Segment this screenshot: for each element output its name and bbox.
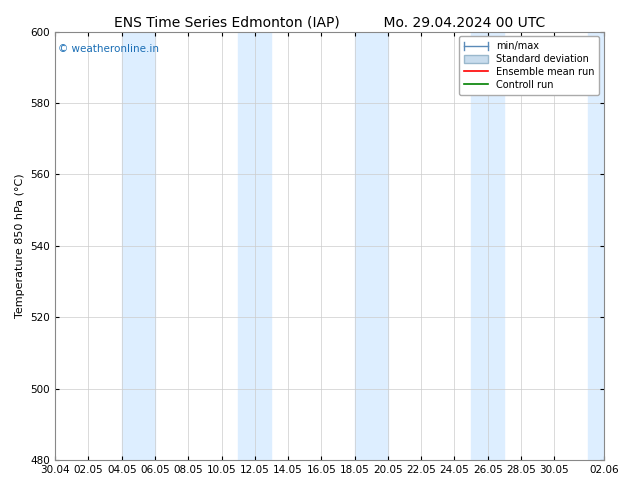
Title: ENS Time Series Edmonton (IAP)          Mo. 29.04.2024 00 UTC: ENS Time Series Edmonton (IAP) Mo. 29.04… (114, 15, 545, 29)
Bar (471, 31, 505, 460)
Text: © weatheronline.in: © weatheronline.in (58, 45, 159, 54)
Bar (238, 31, 271, 460)
Y-axis label: Temperature 850 hPa (°C): Temperature 850 hPa (°C) (15, 173, 25, 318)
Bar (354, 31, 388, 460)
Legend: min/max, Standard deviation, Ensemble mean run, Controll run: min/max, Standard deviation, Ensemble me… (459, 36, 599, 95)
Bar (588, 31, 621, 460)
Bar (122, 31, 155, 460)
